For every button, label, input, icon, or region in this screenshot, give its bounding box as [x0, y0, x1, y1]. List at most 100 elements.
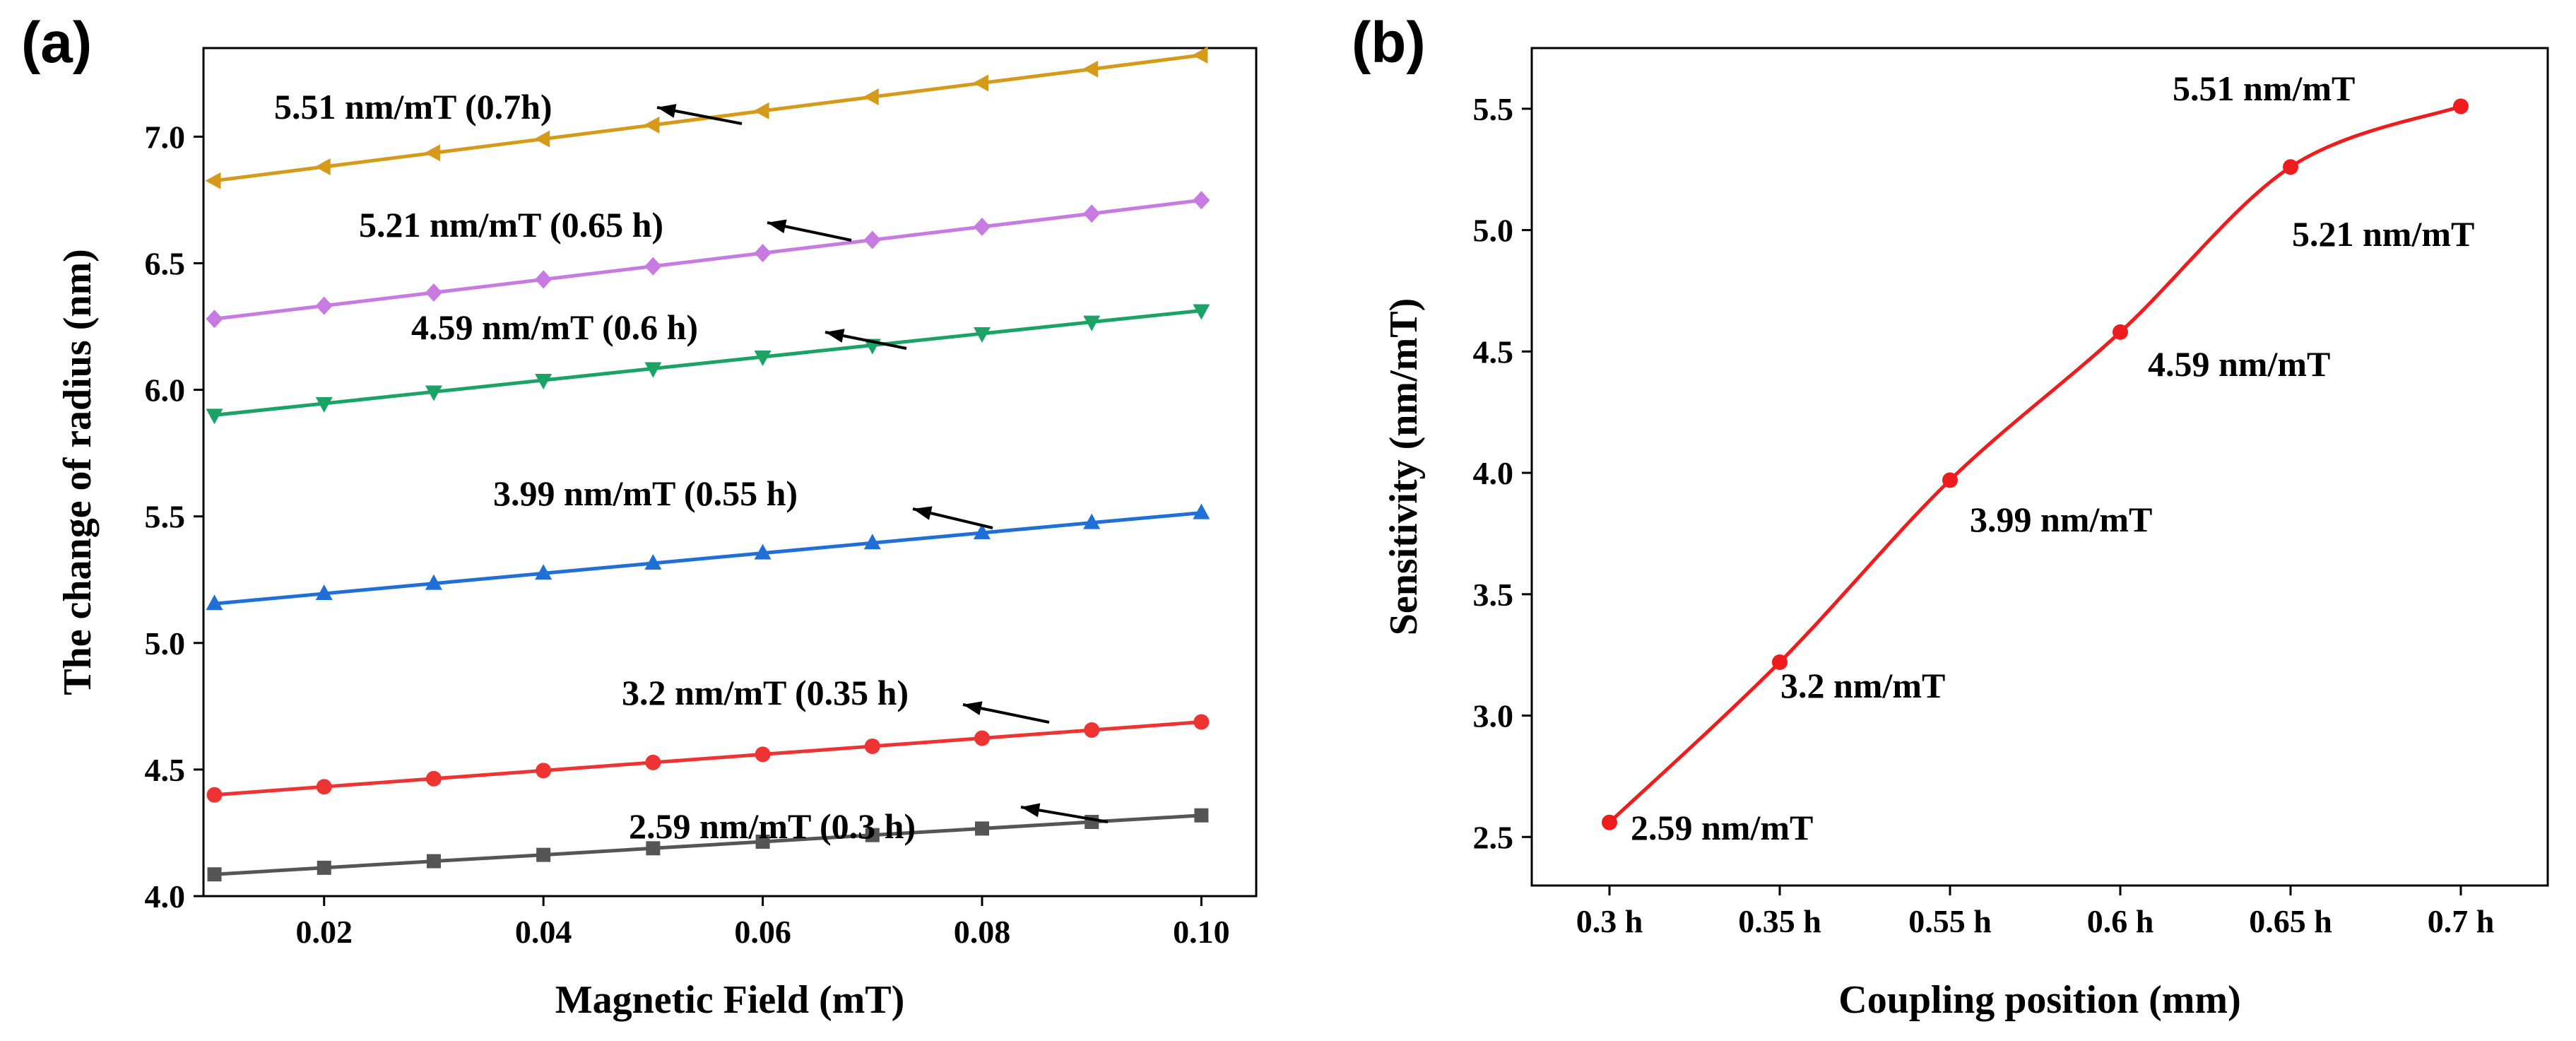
x-tick-label-b: 0.35 h [1738, 903, 1821, 939]
x-tick-label-a: 0.10 [1173, 914, 1230, 950]
plot-frame-a [202, 47, 1258, 898]
data-point-0.55h [863, 534, 881, 550]
data-point-0.6h [535, 373, 553, 389]
series-line-0.3h [214, 813, 1202, 876]
x-tick-label-a: 0.08 [954, 914, 1011, 950]
series-line-0.65h [214, 198, 1202, 321]
data-point-0.65h [206, 310, 223, 329]
data-point-0.55h [644, 553, 662, 570]
x-tick-label-b: 0.65 h [2249, 903, 2332, 939]
data-point-0.65h [754, 244, 772, 263]
data-point-0.65h [1193, 191, 1210, 210]
data-point-0.35h [864, 738, 880, 754]
annotation-a: 5.51 nm/mT (0.7h) [274, 87, 553, 127]
x-tick-label-b: 0.7 h [2428, 903, 2495, 939]
x-tick-label-a: 0.02 [295, 914, 353, 950]
sensitivity-point [1772, 654, 1788, 670]
data-point-0.6h [315, 396, 333, 413]
annotation-a: 3.2 nm/mT (0.35 h) [622, 673, 909, 712]
data-point-0.35h [1084, 722, 1100, 739]
y-tick-label-b: 4.0 [1473, 455, 1514, 491]
series-line-0.55h [214, 511, 1202, 606]
data-point-0.6h [206, 408, 223, 425]
chart-a: 0.02 0.04 0.06 0.08 0.10 4.0 4.5 5.0 5.5 6.0 6.5 7.… [56, 47, 1258, 1022]
data-point-0.65h [1083, 204, 1101, 223]
data-point-0.55h [973, 523, 991, 539]
y-tick-label-b: 3.5 [1473, 577, 1514, 613]
x-tick-label-b: 0.3 h [1576, 903, 1643, 939]
data-point-0.65h [863, 230, 881, 249]
annotation-arrowhead-a [657, 104, 677, 118]
x-tick-label-b: 0.55 h [1908, 903, 1992, 939]
y-tick-label-a: 4.0 [145, 878, 186, 914]
data-point-0.65h [425, 283, 442, 302]
data-point-0.3h [207, 867, 222, 882]
data-point-0.7h [863, 88, 879, 106]
data-point-0.3h [865, 828, 880, 842]
x-axis-title-b: Coupling position (mm) [1838, 978, 2240, 1022]
data-point-0.7h [205, 172, 221, 189]
point-label-b: 5.21 nm/mT [2292, 214, 2474, 254]
data-point-0.35h [536, 763, 552, 779]
annotation-arrowhead-a [825, 329, 845, 343]
y-tick-label-a: 5.5 [145, 499, 186, 535]
data-point-0.65h [315, 296, 333, 315]
x-tick-label-a: 0.06 [734, 914, 791, 950]
point-label-b: 2.59 nm/mT [1631, 808, 1813, 847]
data-point-0.6h [1083, 315, 1101, 331]
data-point-0.35h [425, 770, 442, 787]
sensitivity-point [2113, 324, 2128, 340]
series-line-0.35h [214, 720, 1202, 797]
data-point-0.35h [316, 779, 332, 795]
annotation-a: 3.99 nm/mT (0.55 h) [493, 474, 798, 513]
annotation-a: 2.59 nm/mT (0.3 h) [629, 806, 916, 846]
data-point-0.35h [974, 730, 990, 746]
y-tick-label-b: 5.0 [1473, 213, 1514, 249]
sensitivity-point [2453, 98, 2469, 114]
data-point-0.55h [315, 584, 333, 600]
sensitivity-point [1602, 814, 1617, 830]
data-point-0.7h [534, 130, 550, 148]
y-tick-label-b: 2.5 [1473, 819, 1514, 855]
data-point-0.35h [645, 754, 661, 770]
data-point-0.7h [1192, 47, 1208, 64]
annotation-a: 5.21 nm/mT (0.65 h) [359, 205, 663, 245]
data-point-0.3h [755, 834, 770, 849]
y-tick-label-a: 6.0 [145, 372, 186, 408]
panel-label-a: (a) [21, 11, 92, 75]
data-point-0.3h [974, 821, 989, 836]
point-label-b: 3.99 nm/mT [1970, 500, 2152, 539]
y-axis-title-a: The change of radius (nm) [56, 249, 100, 695]
data-point-0.65h [973, 217, 991, 236]
y-tick-label-b: 3.0 [1473, 698, 1514, 734]
data-point-0.6h [1193, 304, 1210, 320]
data-point-0.6h [644, 362, 662, 378]
data-point-0.3h [1194, 808, 1209, 823]
point-label-b: 5.51 nm/mT [2173, 69, 2355, 108]
data-point-0.65h [644, 257, 662, 276]
sensitivity-point [1942, 472, 1958, 488]
annotation-a: 4.59 nm/mT (0.6 h) [411, 307, 698, 347]
data-point-0.7h [1082, 60, 1099, 78]
data-point-0.7h [314, 158, 331, 175]
data-point-0.65h [535, 270, 553, 289]
data-point-0.3h [646, 841, 661, 856]
data-point-0.55h [754, 543, 772, 560]
y-tick-label-a: 5.0 [145, 625, 186, 661]
data-point-0.3h [536, 847, 551, 862]
data-point-0.6h [754, 351, 772, 367]
data-point-0.7h [972, 74, 988, 92]
y-tick-label-b: 5.5 [1473, 91, 1514, 127]
point-label-b: 4.59 nm/mT [2148, 344, 2330, 384]
annotation-arrowhead-a [1021, 803, 1041, 818]
y-tick-label-b: 4.5 [1473, 334, 1514, 370]
data-point-0.3h [426, 854, 441, 869]
sensitivity-curve [1608, 105, 2462, 824]
y-tick-label-a: 4.5 [145, 752, 186, 788]
sensitivity-point [2283, 159, 2298, 175]
data-point-0.3h [317, 860, 331, 875]
data-point-0.55h [535, 564, 553, 580]
data-point-0.7h [424, 144, 440, 162]
chart-b: 0.3 h 0.35 h 0.55 h 0.6 h 0.65 h 0.7 h 2.5 3.0 3… [1382, 47, 2549, 1022]
